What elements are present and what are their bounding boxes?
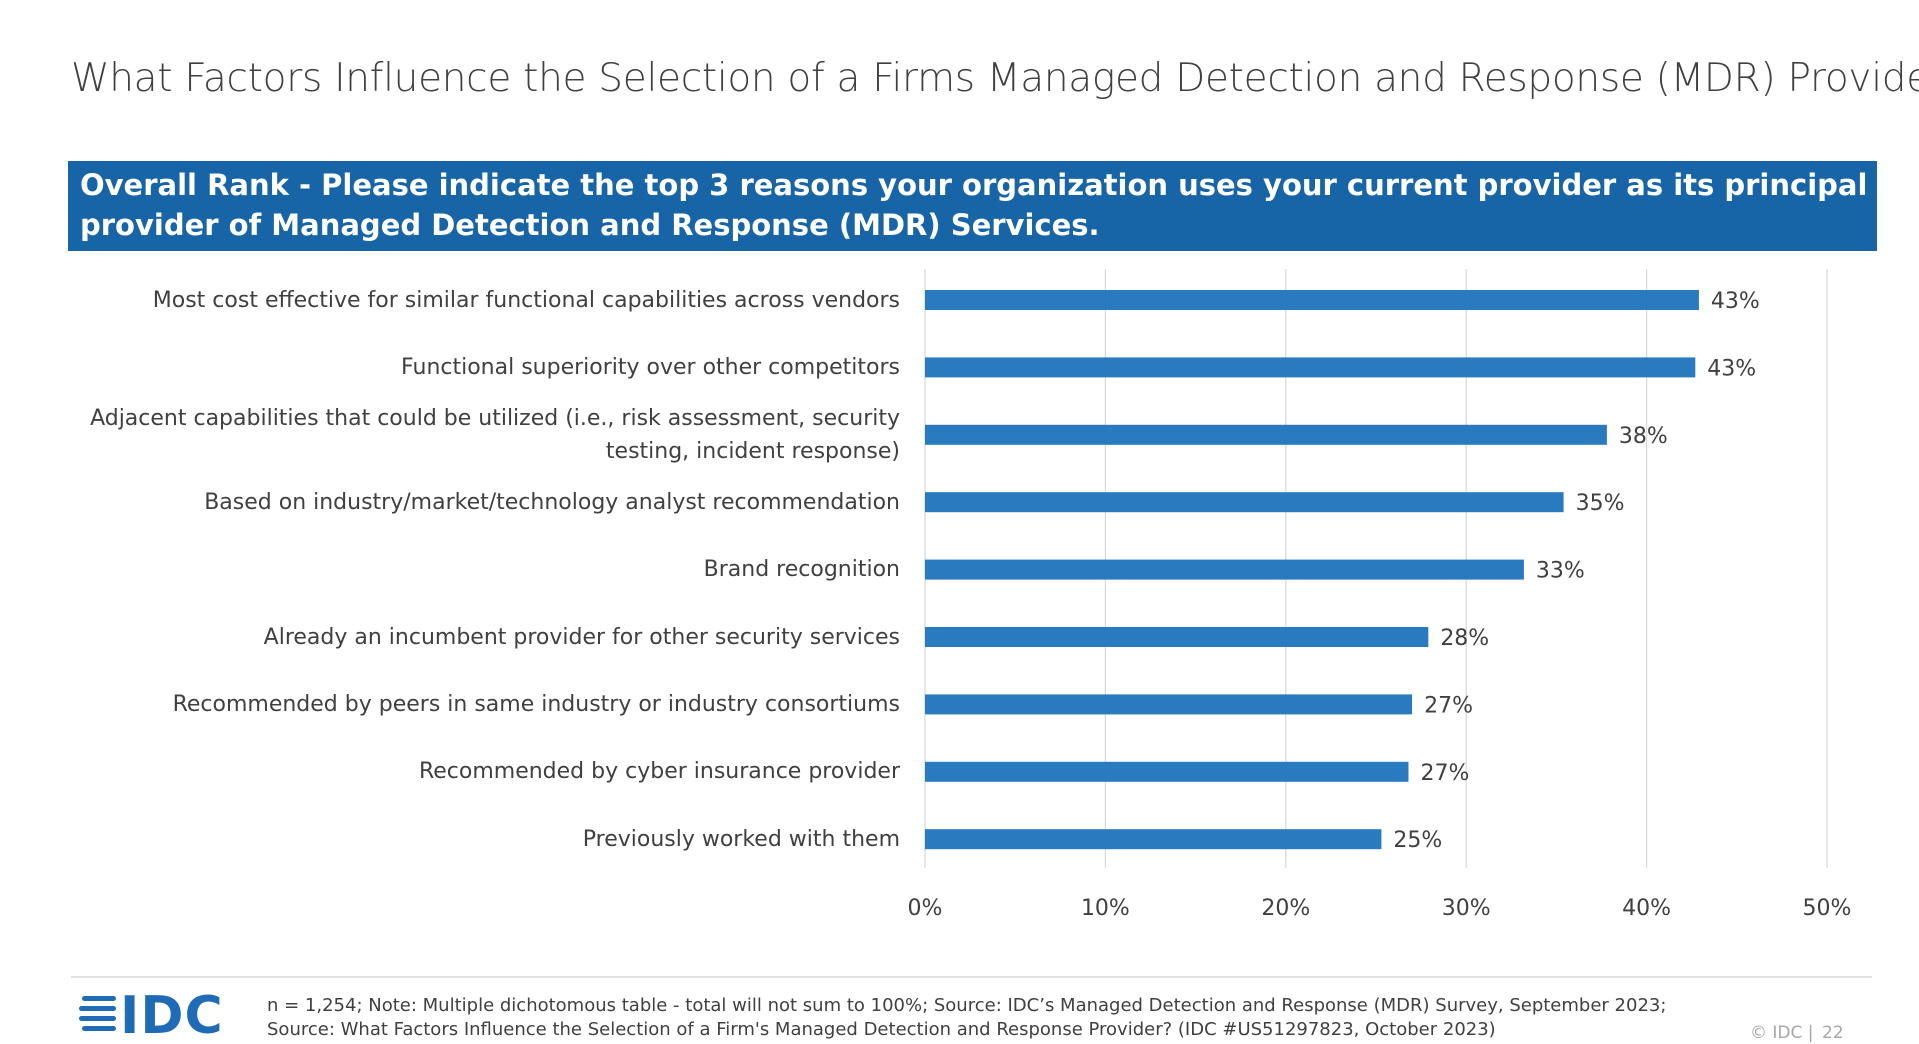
x-tick-label: 30% xyxy=(1442,896,1491,921)
bar xyxy=(925,627,1429,647)
slide-title: What Factors Influence the Selection of … xyxy=(71,56,1919,101)
footnote: n = 1,254; Note: Multiple dichotomous ta… xyxy=(267,995,1667,1040)
category-label: Brand recognition xyxy=(703,557,900,583)
category-label: Most cost effective for similar function… xyxy=(152,287,900,313)
x-tick-label: 10% xyxy=(1081,896,1130,921)
category-label: Previously worked with them xyxy=(582,826,900,852)
x-tick-label: 0% xyxy=(908,896,943,921)
x-tick-label: 40% xyxy=(1622,896,1671,921)
category-label: Recommended by peers in same industry or… xyxy=(172,691,900,717)
data-label: 25% xyxy=(1393,828,1442,853)
logo: IDC xyxy=(120,986,224,1044)
page-number: 22 xyxy=(1822,1023,1844,1043)
data-label: 35% xyxy=(1576,491,1625,516)
bar xyxy=(925,761,1409,782)
bar xyxy=(925,559,1524,580)
data-label: 43% xyxy=(1707,356,1756,381)
category-label: Already an incumbent provider for other … xyxy=(263,624,900,650)
data-label: 27% xyxy=(1420,761,1469,786)
logo-stripes xyxy=(79,996,116,1031)
bar xyxy=(925,290,1699,310)
chart-subtitle: Overall Rank - Please indicate the top 3… xyxy=(80,168,1868,242)
bar xyxy=(925,357,1696,378)
bar xyxy=(925,492,1564,513)
category-label: Based on industry/market/technology anal… xyxy=(204,489,900,515)
category-label: Adjacent capabilities that could be util… xyxy=(90,405,900,464)
banner: Overall Rank - Please indicate the top 3… xyxy=(68,161,1877,251)
bar xyxy=(925,829,1382,850)
copyright: © IDC | xyxy=(1750,1023,1814,1043)
data-label: 28% xyxy=(1440,626,1489,651)
bar xyxy=(925,424,1607,445)
data-label: 38% xyxy=(1619,424,1668,449)
x-tick-label: 50% xyxy=(1803,896,1852,921)
data-label: 33% xyxy=(1536,559,1585,584)
x-tick-label: 20% xyxy=(1261,896,1310,921)
category-label: Functional superiority over other compet… xyxy=(401,354,900,380)
category-label: Recommended by cyber insurance provider xyxy=(418,759,900,785)
data-label: 27% xyxy=(1424,693,1473,718)
data-label: 43% xyxy=(1711,289,1760,314)
bar xyxy=(925,694,1413,715)
